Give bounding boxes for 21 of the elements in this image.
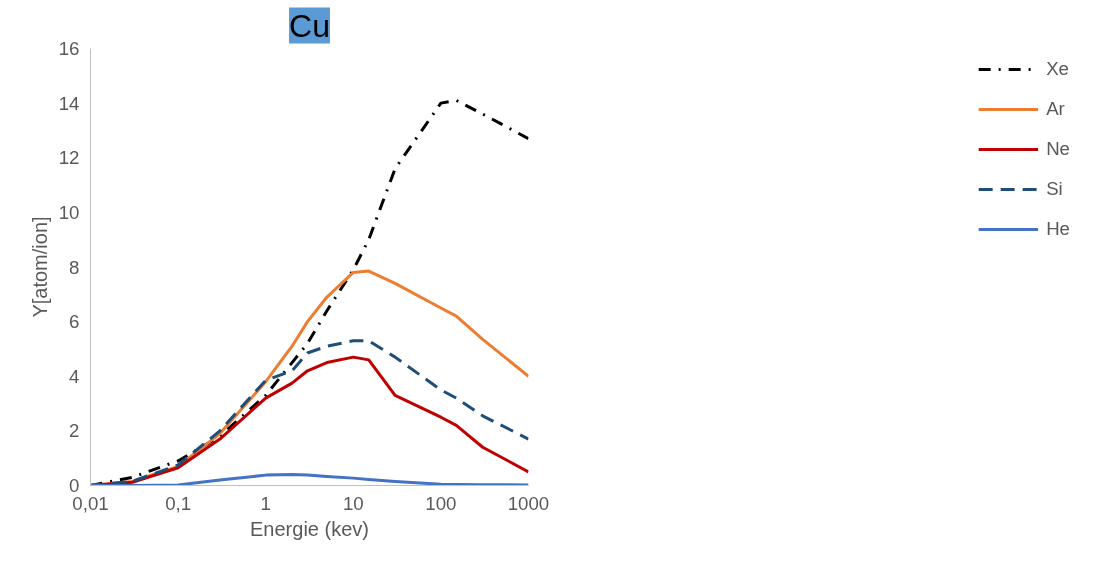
x-axis-title: Energie (kev): [250, 517, 369, 540]
legend-label: Si: [1046, 178, 1064, 200]
x-tick-label: 0,1: [165, 492, 192, 514]
legend-label: Ne: [1046, 138, 1070, 160]
y-tick-label: 12: [58, 147, 80, 169]
y-tick-label: 4: [69, 365, 80, 387]
x-tick-label: 1: [260, 492, 271, 514]
y-axis-title: Y[atom/ion]: [28, 216, 51, 318]
y-tick-label: 16: [58, 38, 80, 59]
chart-title: Cu: [289, 7, 330, 44]
y-tick-label: 10: [58, 201, 80, 223]
legend-label: Ar: [1046, 98, 1066, 120]
y-tick-label: 8: [69, 256, 80, 278]
y-tick-label: 6: [69, 311, 80, 333]
legend-label: He: [1046, 218, 1070, 240]
x-tick-label: 100: [425, 492, 457, 514]
x-tick-label: 10: [342, 492, 364, 514]
legend-label: Xe: [1046, 58, 1069, 80]
y-tick-label: 14: [58, 92, 80, 114]
x-tick-label: 1000: [507, 492, 550, 514]
y-tick-label: 2: [69, 420, 80, 442]
